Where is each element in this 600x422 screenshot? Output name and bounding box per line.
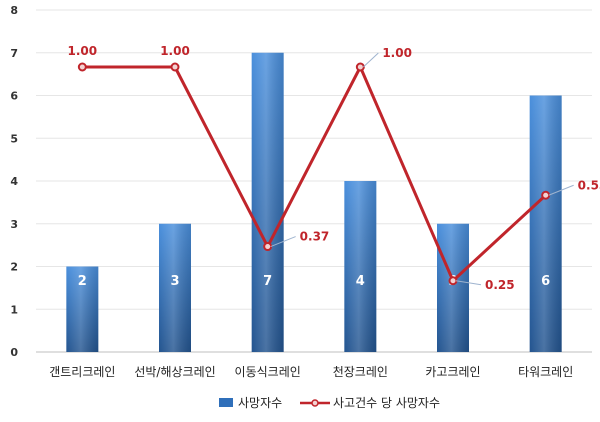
line-value-label: 0.25 bbox=[485, 278, 515, 292]
label-leader-line bbox=[270, 236, 296, 248]
line-point bbox=[263, 242, 273, 252]
bar-value-label: 7 bbox=[263, 274, 272, 289]
x-tick-label: 타워크레인 bbox=[518, 365, 573, 379]
y-axis: 0 1 2 3 4 5 6 7 8 bbox=[10, 4, 18, 359]
bar-shading bbox=[251, 52, 284, 352]
legend: 사망자수 사고건수 당 사망자수 bbox=[219, 396, 440, 410]
line-point bbox=[541, 190, 551, 200]
legend-line-marker bbox=[311, 399, 319, 407]
line-path bbox=[82, 65, 547, 283]
y-tick-label: 5 bbox=[10, 132, 18, 145]
line-value-label: 1.00 bbox=[68, 44, 98, 58]
bar-value-label: 3 bbox=[170, 274, 179, 289]
y-tick-label: 1 bbox=[10, 303, 18, 316]
bar-series: 237436 bbox=[66, 52, 562, 352]
x-axis: 갠트리크레인 선박/해상크레인 이동식크레인 천장크레인 카고크레인 타워크레인 bbox=[49, 364, 573, 379]
x-tick-label: 이동식크레인 bbox=[235, 365, 301, 379]
bar-shading bbox=[437, 223, 469, 352]
x-tick-label: 천장크레인 bbox=[333, 364, 388, 379]
line-value-label: 1.00 bbox=[160, 44, 190, 58]
line-point bbox=[77, 62, 87, 72]
y-tick-label: 7 bbox=[10, 47, 18, 60]
bar-shading bbox=[66, 266, 99, 352]
bar-value-label: 2 bbox=[78, 274, 87, 289]
y-tick-label: 2 bbox=[10, 261, 18, 274]
label-leader-line bbox=[362, 52, 379, 68]
x-tick-label: 카고크레인 bbox=[425, 365, 480, 379]
y-tick-label: 0 bbox=[10, 346, 18, 359]
bar-value-label: 6 bbox=[541, 274, 550, 289]
label-leader-line bbox=[548, 184, 574, 196]
y-tick-label: 3 bbox=[10, 218, 18, 231]
gridlines bbox=[36, 9, 592, 353]
y-tick-label: 6 bbox=[10, 90, 18, 103]
legend-label: 사망자수 bbox=[238, 396, 282, 410]
y-tick-label: 8 bbox=[10, 4, 18, 17]
line-value-label: 0.55 bbox=[578, 178, 600, 192]
x-tick-label: 갠트리크레인 bbox=[49, 365, 115, 379]
line-point bbox=[448, 276, 458, 286]
line-point bbox=[170, 62, 180, 72]
bar-shading bbox=[529, 95, 562, 352]
y-tick-label: 4 bbox=[10, 175, 18, 188]
x-tick-label: 선박/해상크레인 bbox=[134, 365, 215, 379]
bar-value-label: 4 bbox=[356, 274, 365, 289]
line-series: 1.00 1.00 0.37 1.00 0.25 0.55 bbox=[68, 44, 600, 292]
line-value-label: 0.37 bbox=[300, 230, 330, 244]
legend-bar-swatch bbox=[219, 398, 233, 407]
bar-shading bbox=[344, 181, 377, 352]
legend-label: 사고건수 당 사망자수 bbox=[333, 396, 440, 410]
line-value-label: 1.00 bbox=[382, 46, 412, 60]
bar-shading bbox=[159, 223, 191, 352]
line-point bbox=[355, 62, 365, 72]
label-leader-line bbox=[455, 280, 482, 286]
